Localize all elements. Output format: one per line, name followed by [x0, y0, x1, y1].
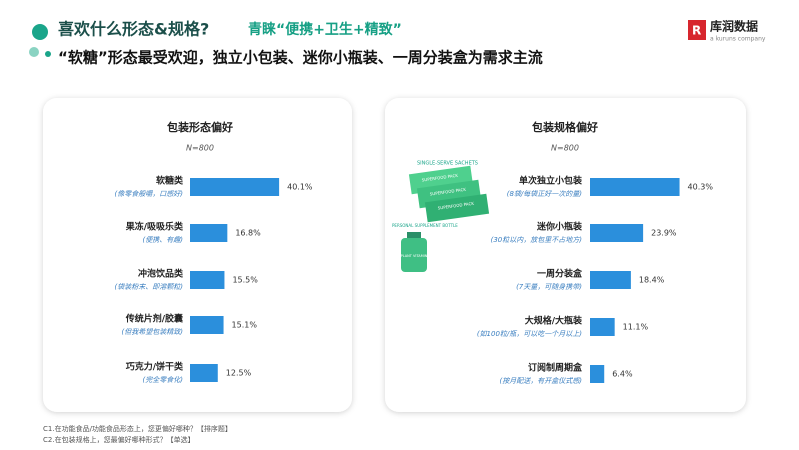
- value-label: 18.4%: [639, 276, 665, 285]
- category-label: 软糖类: [156, 175, 184, 187]
- bar: [590, 271, 631, 289]
- chart-subtitle: N=800: [186, 144, 214, 153]
- value-label: 40.3%: [688, 183, 714, 192]
- decor-dot: [32, 24, 48, 40]
- category-label: 大规格/大瓶装: [525, 315, 583, 327]
- decor-dot: [45, 51, 51, 57]
- bar: [190, 316, 224, 334]
- subtitle: “软糖”形态最受欢迎，独立小包装、迷你小瓶装、一周分装盒为需求主流: [58, 49, 543, 67]
- category-note: (但我希望包装精致): [122, 328, 184, 336]
- chart-title: 包装规格偏好: [531, 120, 598, 134]
- category-label: 巧克力/饼干类: [126, 361, 184, 373]
- category-label: 果冻/吸吸乐类: [125, 221, 184, 233]
- chart-card: [385, 98, 746, 412]
- category-note: (30粒以内，放包里不占地方): [491, 236, 583, 244]
- bar: [190, 224, 228, 242]
- category-note: (像零食般嚼，口感好): [115, 190, 184, 198]
- sachet-label: SUPERFOOD PACK: [437, 201, 474, 211]
- value-label: 23.9%: [651, 229, 677, 238]
- value-label: 16.8%: [235, 229, 261, 238]
- value-label: 11.1%: [623, 323, 649, 332]
- bottle-label: PLANT VITAMIN: [401, 254, 428, 258]
- title-highlight: 青睐“便携+卫生+精致”: [248, 21, 402, 38]
- category-note: (完全零食化): [143, 376, 184, 384]
- category-label: 冲泡饮品类: [138, 268, 184, 280]
- logo-mark-letter: R: [692, 24, 701, 38]
- bottle-cap: [407, 232, 421, 238]
- category-label: 迷你小瓶装: [536, 221, 583, 233]
- bar: [590, 224, 644, 242]
- decor-dot: [29, 47, 39, 57]
- chart-subtitle: N=800: [551, 144, 579, 153]
- logo-mark: [688, 20, 706, 40]
- illustration-label: SINGLE-SERVE SACHETS: [417, 161, 478, 167]
- title: 喜欢什么形态&规格?: [58, 20, 209, 39]
- bar: [190, 271, 225, 289]
- category-label: 传统片剂/胶囊: [125, 313, 184, 325]
- bar: [590, 365, 605, 383]
- category-note: (如100粒/瓶，可以吃一个月以上): [477, 330, 582, 338]
- category-note: (8袋/每袋正好一次的量): [507, 190, 583, 198]
- value-label: 12.5%: [226, 369, 252, 378]
- category-note: (7天量，可随身携带): [516, 283, 582, 291]
- value-label: 15.1%: [232, 321, 258, 330]
- category-note: (袋装粉末、即溶颗粒): [115, 283, 184, 291]
- sachet-label: SUPERFOOD PACK: [421, 173, 458, 183]
- illustration: SINGLE-SERVE SACHETS SUPERFOOD PACK SUPE…: [392, 161, 490, 272]
- bottle: [401, 238, 427, 272]
- sachet-label: SUPERFOOD PACK: [429, 187, 466, 197]
- logo-tagline: a kuruns company: [710, 36, 766, 43]
- chart-title: 包装形态偏好: [166, 120, 233, 134]
- value-label: 6.4%: [612, 370, 633, 379]
- bar: [590, 178, 680, 196]
- logo-text: 库润数据: [710, 19, 758, 34]
- bar: [190, 364, 218, 382]
- footnote: C2.在包装规格上，您最偏好哪种形式？【单选】: [43, 435, 195, 444]
- illustration-label: PERSONAL SUPPLEMENT BOTTLE: [392, 223, 458, 228]
- category-label: 一周分装盒: [537, 268, 583, 280]
- value-label: 40.1%: [287, 183, 313, 192]
- footnote: C1.在功能食品/功能食品形态上，您更偏好哪种？【排序题】: [43, 424, 232, 433]
- bar: [590, 318, 615, 336]
- category-note: (便携、有趣): [143, 236, 184, 244]
- sachet: [424, 193, 490, 223]
- chart-card: [43, 98, 352, 412]
- bar: [190, 178, 280, 196]
- category-label: 订阅制周期盒: [528, 362, 583, 374]
- value-label: 15.5%: [232, 276, 258, 285]
- category-note: (按月配送，有开盒仪式感): [500, 377, 583, 385]
- category-label: 单次独立小包装: [519, 175, 583, 187]
